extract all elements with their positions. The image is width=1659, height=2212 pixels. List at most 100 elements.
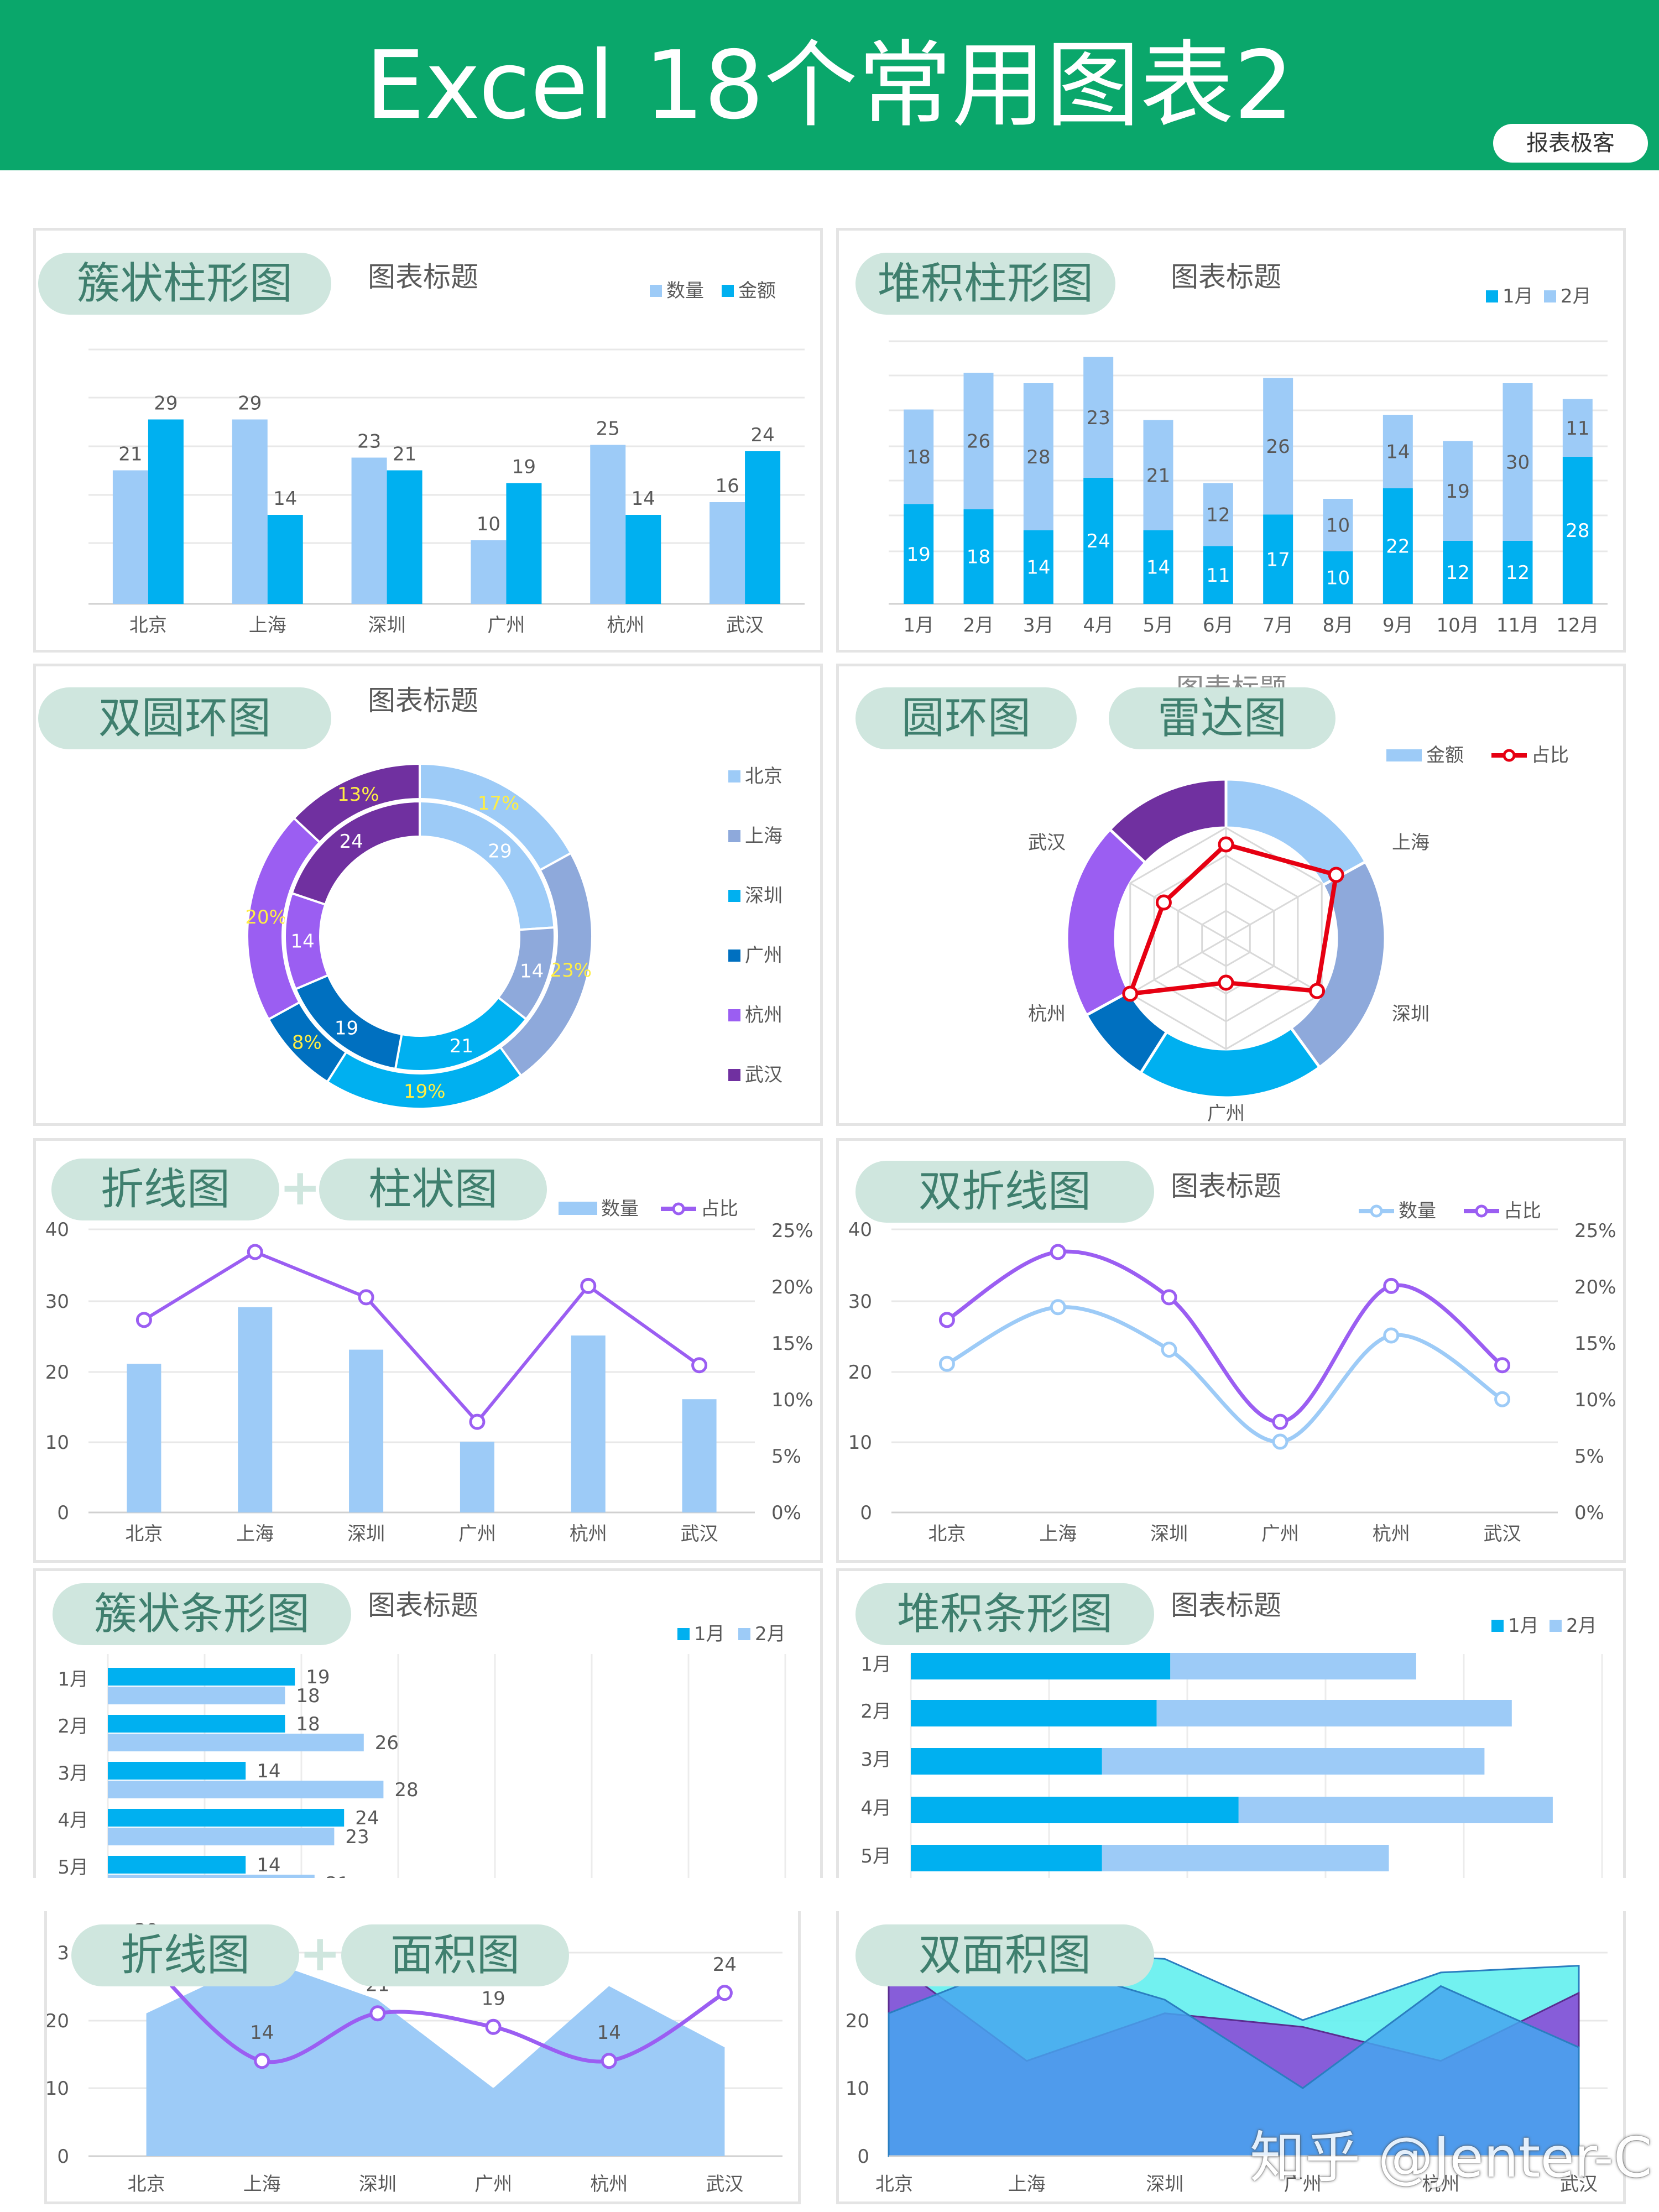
stacked-bar-1月	[1503, 541, 1533, 604]
radar-marker	[1328, 867, 1344, 883]
data-label: 19	[907, 544, 931, 566]
data-label: 24	[750, 424, 774, 446]
bar-金额	[506, 483, 542, 604]
bar-数量	[471, 540, 507, 604]
x-tick-label: 深圳	[347, 1523, 385, 1545]
data-label: 21	[326, 1873, 349, 1878]
outer-percent-label: 17%	[478, 792, 520, 815]
legend-item-swatch	[728, 890, 740, 902]
ratio-marker	[1494, 1357, 1511, 1374]
chart-type-pill: 堆积柱形图	[855, 253, 1115, 315]
bar-1月	[108, 1762, 246, 1780]
column-bar	[127, 1364, 161, 1512]
data-label: 28	[394, 1779, 418, 1801]
radar-axis-label: 武汉	[1028, 832, 1066, 854]
legend-swatch-count	[559, 1202, 597, 1215]
x-tick-label: 5月	[1143, 614, 1174, 637]
y2-tick-label: 15%	[1574, 1333, 1616, 1355]
stacked-bar-1月	[911, 1748, 1102, 1775]
x-tick-label: 8月	[1323, 614, 1354, 637]
y2-tick-label: 25%	[1574, 1220, 1616, 1242]
data-label: 28	[1566, 520, 1589, 542]
data-label: 26	[375, 1732, 399, 1754]
stacked-bar-2月	[1170, 1653, 1416, 1679]
stacked-bar-2月	[1323, 499, 1353, 551]
count-line	[946, 1305, 1504, 1444]
data-label: 26	[967, 431, 990, 453]
data-label: 26	[1266, 436, 1290, 458]
stacked-bar-2月	[1443, 441, 1473, 541]
y-tick-label: 4月	[860, 1797, 891, 1819]
data-label: 16	[715, 475, 739, 497]
outer-percent-label: 19%	[404, 1081, 446, 1103]
line-series	[145, 1957, 726, 2064]
area-series	[146, 1959, 725, 2156]
stacked-bar-2月	[1023, 383, 1053, 530]
data-label: 14	[257, 1854, 280, 1876]
legend-item-label: 占比	[701, 1198, 738, 1220]
legend-item-label: 占比	[1504, 1200, 1541, 1222]
panel-stacked-bar: 1月 2月 3月 4月 5月 1月 2月 堆积条形图 图表标题	[836, 1568, 1626, 1878]
data-label: 14	[273, 488, 297, 510]
y-tick-label: 40	[848, 1219, 872, 1241]
legend-item-label: 2月	[1566, 1615, 1597, 1637]
chart-type-pill-radar: 雷达图	[1109, 687, 1335, 749]
line-column-combo-chart: 0 10 20 30 40 0% 5% 10% 15% 20% 25% 北京 上海 深圳 广州 杭州 武汉 数量 占…	[45, 1198, 813, 1545]
chart-title: 图表标题	[368, 1589, 478, 1621]
y-tick-label: 40	[45, 1219, 69, 1241]
x-tick-label: 武汉	[726, 614, 764, 637]
doughnut-segment	[1289, 859, 1387, 1070]
inner-ring-segment	[290, 800, 421, 906]
bar-2月	[108, 1687, 285, 1704]
stacked-bar-1月	[911, 1845, 1102, 1871]
legend-label-count: 数量	[601, 1198, 639, 1220]
y-tick-label: 4月	[58, 1809, 88, 1832]
y2-tick-label: 20%	[1574, 1276, 1616, 1298]
double-doughnut-chart: 17% 23% 19% 8% 20% 13% 29 14 21 19 14 24 北京上海深圳广州杭州武…	[245, 762, 782, 1110]
ratio-marker	[247, 1244, 263, 1260]
y2-tick-label: 10%	[1574, 1389, 1616, 1411]
panel-stacked-column: 19 18 1月 18 26 2月 14 28 3月 24 23 4月 14 21 5月 11 12 6月 17 26…	[836, 228, 1626, 653]
bar-2月	[108, 1875, 315, 1878]
data-label: 28	[1026, 446, 1050, 468]
y-tick-label: 10	[45, 1432, 69, 1454]
stacked-bar-2月	[1083, 357, 1114, 478]
ratio-marker	[1383, 1277, 1400, 1294]
panel-double-line: 0 10 20 30 40 0% 5% 10% 15% 20% 25% 北京 上海 深圳 广州 杭州 武汉 数量 占…	[836, 1138, 1626, 1563]
stacked-bar-1月	[1443, 541, 1473, 604]
stacked-bar-1月	[904, 504, 934, 604]
stacked-bar-chart: 1月 2月 3月 4月 5月 1月 2月	[860, 1615, 1603, 1878]
chart-type-pill: 双面积图	[855, 1924, 1154, 1986]
legend-item-swatch	[1550, 1620, 1562, 1632]
bar-数量	[112, 470, 148, 604]
radar-marker	[1155, 894, 1172, 911]
ratio-marker	[135, 1312, 152, 1328]
x-tick-label: 北京	[875, 2173, 913, 2195]
x-tick-label: 7月	[1262, 614, 1293, 637]
x-tick-label: 广州	[1284, 2173, 1322, 2195]
data-label: 19	[1446, 481, 1470, 503]
y-tick-label: 3	[57, 1942, 69, 1964]
ratio-line	[143, 1250, 701, 1425]
inner-value-label: 29	[488, 840, 512, 862]
legend-item-swatch	[728, 1009, 740, 1021]
ratio-marker	[358, 1289, 374, 1306]
data-label: 22	[1386, 536, 1410, 558]
count-marker	[1161, 1342, 1177, 1358]
chart-type-pill-doughnut: 圆环图	[855, 687, 1077, 749]
y-tick-label: 10	[848, 1432, 872, 1454]
bar-数量	[351, 457, 387, 604]
line-data-label: 19	[481, 1987, 505, 2010]
bar-2月	[108, 1781, 384, 1798]
y-tick-label: 1月	[860, 1653, 891, 1676]
y2-tick-label: 5%	[1574, 1446, 1604, 1468]
data-label: 12	[1446, 562, 1470, 584]
data-label: 12	[1206, 504, 1230, 526]
data-label: 14	[1386, 441, 1410, 463]
data-label: 14	[1026, 557, 1050, 579]
count-marker	[1272, 1433, 1288, 1450]
radar-axis	[1225, 937, 1322, 995]
y2-tick-label: 0%	[771, 1502, 801, 1524]
